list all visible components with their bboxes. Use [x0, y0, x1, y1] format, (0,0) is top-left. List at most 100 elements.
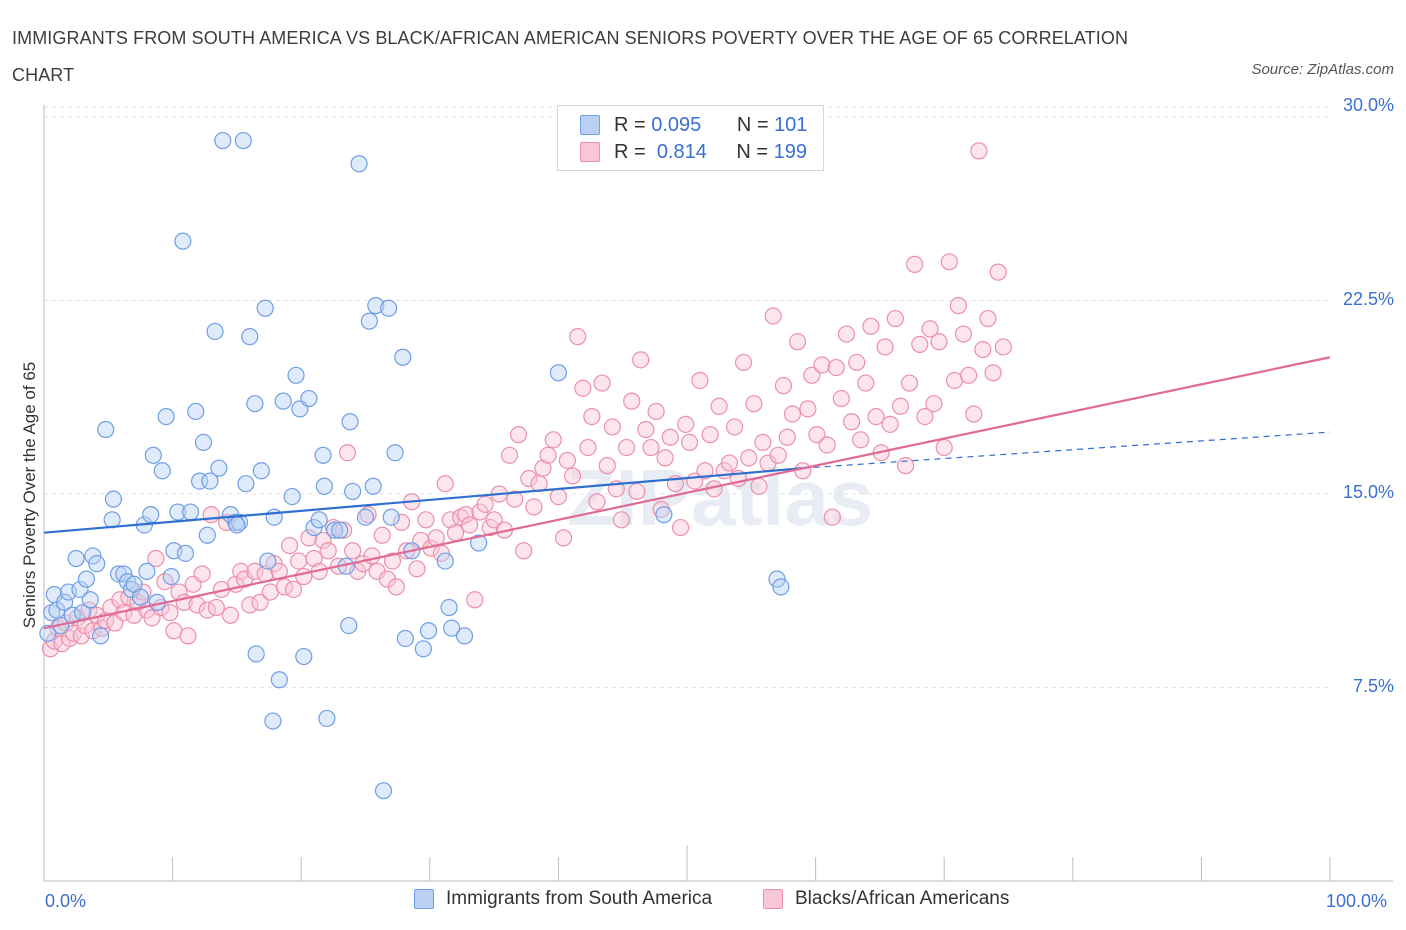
point-south-america	[182, 503, 200, 521]
point-black-african-american	[813, 356, 831, 374]
point-south-america	[234, 131, 252, 150]
point-black-african-american	[916, 408, 934, 426]
point-black-african-american	[661, 428, 679, 446]
point-south-america	[210, 459, 228, 477]
point-south-america	[142, 506, 160, 524]
point-black-african-american	[125, 606, 143, 624]
axes	[43, 105, 1393, 882]
point-south-america	[318, 709, 336, 728]
point-black-african-american	[696, 462, 714, 480]
point-south-america	[396, 629, 414, 648]
point-south-america	[71, 580, 89, 599]
point-south-america	[360, 312, 378, 330]
point-south-america	[237, 475, 255, 493]
point-south-america	[241, 328, 259, 346]
point-black-african-american	[989, 263, 1007, 281]
point-black-african-american	[232, 562, 250, 581]
point-south-america	[414, 640, 432, 658]
point-black-african-american	[925, 395, 943, 413]
point-south-america	[274, 392, 292, 410]
point-south-america	[174, 232, 192, 250]
point-south-america	[314, 446, 332, 464]
point-black-african-american	[677, 415, 695, 433]
point-black-african-american	[246, 562, 264, 581]
point-south-america	[419, 622, 438, 640]
point-south-america	[315, 477, 333, 495]
data-points	[39, 131, 1012, 800]
point-south-america	[259, 552, 277, 570]
point-south-america	[256, 299, 274, 317]
point-black-african-american	[857, 374, 875, 392]
point-black-african-american	[701, 426, 719, 444]
point-black-african-american	[476, 495, 494, 513]
point-black-african-american	[179, 627, 197, 645]
point-black-african-american	[300, 529, 318, 547]
point-black-african-american	[843, 413, 861, 431]
point-black-african-american	[774, 377, 793, 395]
point-black-african-american	[783, 405, 802, 423]
x-tick-min: 0.0%	[45, 891, 87, 911]
point-south-america	[247, 645, 265, 663]
point-black-african-american	[509, 426, 528, 444]
point-south-america	[470, 534, 488, 552]
y-tick-label: 22.5%	[1342, 288, 1394, 309]
point-black-african-american	[852, 431, 870, 449]
point-black-african-american	[680, 433, 699, 451]
point-south-america	[310, 511, 328, 529]
point-black-african-american	[891, 397, 910, 415]
point-black-african-american	[848, 353, 866, 372]
legend-row-black-african-american: R = 0.814 N = 199	[580, 139, 807, 165]
point-black-african-american	[734, 353, 753, 372]
point-black-african-american	[485, 511, 503, 529]
legend-n-value: 199	[773, 140, 807, 163]
point-south-america	[230, 513, 249, 531]
point-black-african-american	[867, 408, 885, 426]
point-black-african-american	[417, 511, 435, 529]
point-black-african-american	[598, 457, 616, 475]
point-black-african-american	[563, 467, 582, 485]
point-black-african-american	[940, 253, 958, 271]
point-black-african-american	[642, 438, 660, 457]
point-south-america	[394, 348, 412, 366]
point-south-america	[350, 155, 368, 173]
y-tick-label: 30.0%	[1342, 95, 1394, 115]
point-south-america	[153, 462, 171, 480]
point-south-america	[270, 671, 288, 689]
point-south-america	[356, 508, 375, 526]
point-south-america	[169, 503, 187, 521]
point-black-african-american	[207, 598, 225, 617]
point-south-america	[206, 322, 224, 341]
point-black-african-american	[794, 462, 812, 480]
point-black-african-american	[574, 379, 592, 397]
point-black-african-american	[335, 521, 353, 539]
trend-extension-south-america	[802, 431, 1331, 469]
point-south-america	[201, 472, 219, 490]
point-south-america	[88, 555, 106, 573]
point-black-african-american	[221, 606, 240, 624]
point-black-african-american	[832, 389, 850, 408]
point-south-america	[91, 627, 110, 645]
point-south-america	[162, 567, 180, 586]
point-south-america	[144, 446, 162, 464]
point-black-african-american	[558, 451, 577, 470]
point-black-african-american	[603, 418, 622, 436]
point-black-african-american	[583, 408, 601, 426]
point-black-african-american	[363, 547, 381, 565]
point-black-african-american	[886, 309, 904, 328]
point-south-america	[283, 487, 301, 506]
point-south-america	[115, 565, 133, 583]
point-black-african-american	[691, 371, 709, 390]
point-black-african-american	[827, 358, 845, 377]
point-black-african-american	[446, 524, 465, 542]
x-tick-max: 100.0%	[1326, 891, 1388, 911]
point-black-african-american	[392, 513, 411, 531]
point-black-african-american	[295, 567, 313, 586]
series-legend-south-america: Immigrants from South America	[414, 888, 712, 910]
point-black-african-american	[544, 431, 562, 449]
legend-r-value: 0.814	[656, 140, 707, 163]
point-black-african-american	[965, 405, 983, 423]
point-black-african-american	[897, 457, 915, 475]
point-south-america	[198, 526, 216, 544]
point-black-african-american	[862, 317, 880, 335]
series-legend-black-african-american: Blacks/African Americans	[763, 888, 1009, 910]
